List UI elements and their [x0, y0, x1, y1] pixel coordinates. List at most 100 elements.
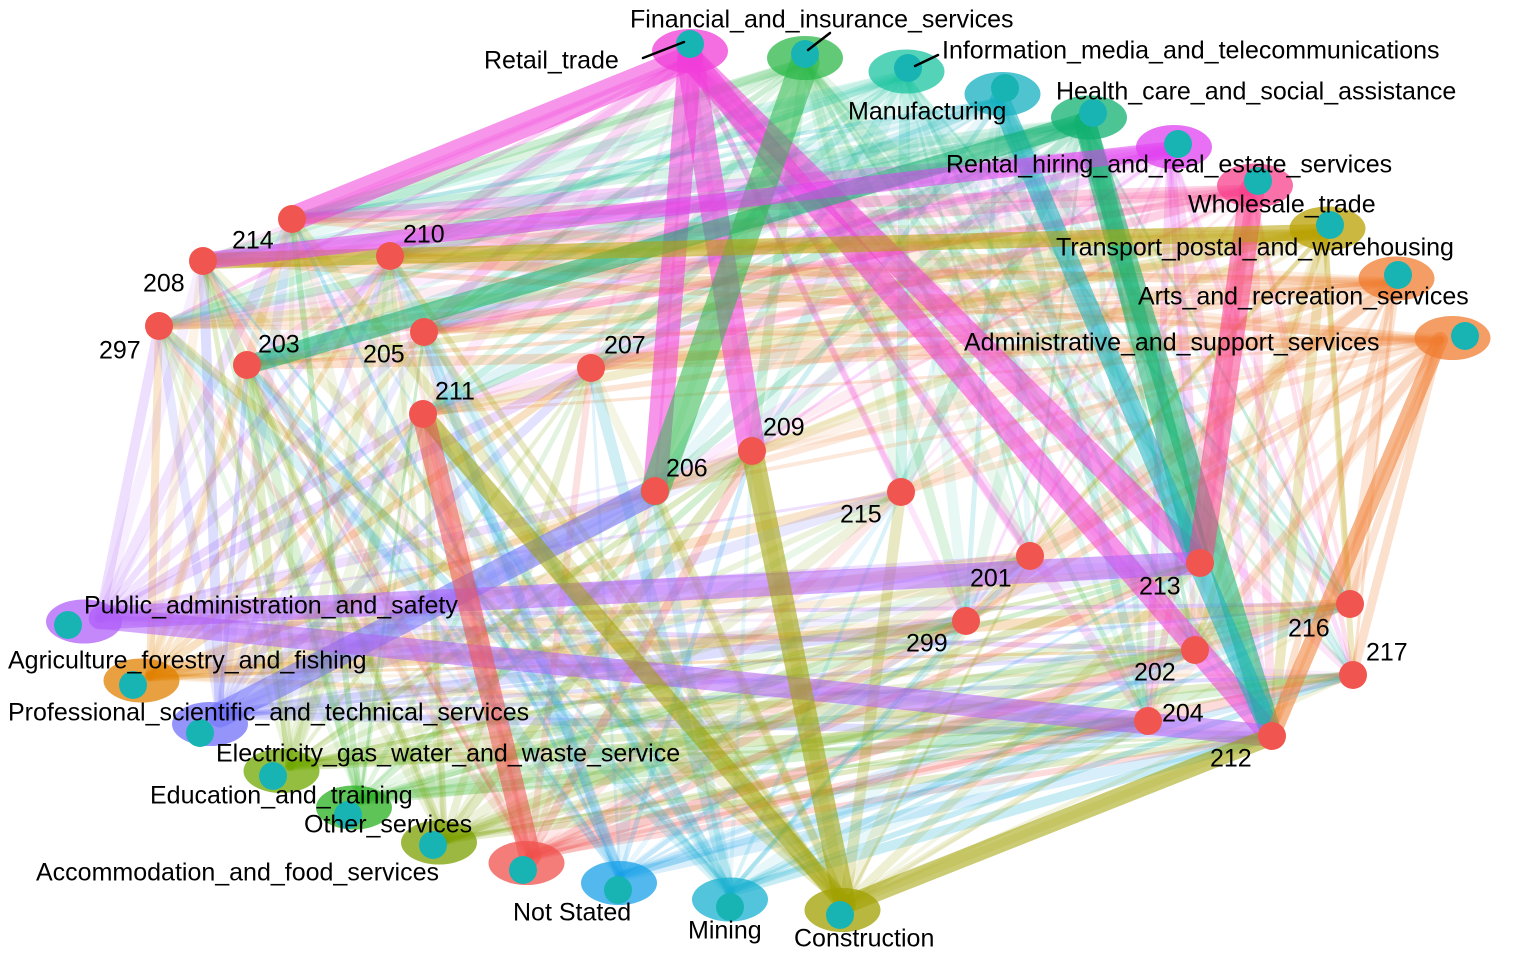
industry-node-professional — [186, 719, 214, 747]
edge-electricity-203 — [242, 360, 295, 771]
region-node-213 — [1186, 549, 1214, 577]
edge-education-214 — [289, 216, 363, 803]
edge-professional-211 — [216, 410, 427, 719]
edge-retail-216 — [686, 54, 1354, 608]
edge-electricity-299 — [287, 618, 969, 769]
region-label-212: 212 — [1210, 745, 1252, 773]
industry-label-infomedia: Information_media_and_telecommunications — [942, 37, 1440, 65]
region-label-210: 210 — [403, 221, 445, 249]
edge-mining-203 — [243, 361, 734, 896]
edge-accommodation-201 — [525, 551, 1035, 861]
edge-manufacturing-216 — [997, 97, 1353, 607]
edge-mining-211 — [418, 409, 735, 897]
region-node-212 — [1258, 722, 1286, 750]
region-node-297 — [145, 312, 173, 340]
edge-health-215 — [895, 116, 1091, 498]
edge-health-204 — [1082, 119, 1151, 724]
heavy-edges-layer — [88, 44, 1448, 916]
edge-finance-207 — [587, 58, 809, 372]
edge-education-203 — [242, 360, 365, 805]
region-node-299 — [952, 607, 980, 635]
heavy-edge-construction-209 — [741, 440, 856, 916]
edge-finance-215 — [800, 57, 906, 497]
industry-label-mining: Mining — [688, 917, 762, 945]
industry-label-manufacturing: Manufacturing — [848, 98, 1006, 126]
edge-other-204 — [442, 718, 1151, 843]
edge-education-208 — [200, 258, 363, 803]
nodes-layer — [46, 29, 1491, 932]
edge-health-206 — [651, 118, 1089, 495]
region-label-204: 204 — [1162, 700, 1204, 728]
industry-label-retail: Retail_trade — [484, 47, 619, 75]
edge-electricity-215 — [287, 489, 904, 769]
industry-label-infomedia-leader — [913, 53, 940, 68]
industry-node-infomedia — [894, 54, 922, 82]
region-label-214: 214 — [232, 227, 274, 255]
edge-education-204 — [354, 715, 1154, 806]
edge-electricity-204 — [285, 716, 1153, 771]
edge-retail-299 — [687, 55, 969, 624]
heavy-edge-construction-212 — [836, 727, 1281, 914]
edge-public-203 — [97, 362, 250, 621]
edge-finance-213 — [801, 58, 1204, 567]
edge-construction-213 — [840, 558, 1205, 910]
edge-construction-216 — [843, 602, 1352, 907]
region-node-214 — [278, 205, 306, 233]
industry-label-other: Other_services — [304, 811, 472, 839]
industry-label-professional: Professional_scientific_and_technical_se… — [8, 699, 529, 727]
edge-health-297 — [154, 117, 1090, 331]
heavy-edge-construction-211 — [414, 405, 854, 914]
industry-node-manufacturing — [991, 74, 1019, 102]
edge-accommodation-207 — [526, 364, 595, 860]
heavy-edge-health-213 — [1074, 111, 1211, 574]
region-label-208: 208 — [143, 270, 185, 298]
edge-public-211 — [96, 410, 427, 622]
region-node-215 — [887, 478, 915, 506]
edge-health-299 — [960, 116, 1091, 627]
edge-electricity-207 — [288, 366, 593, 768]
industry-label-wholesale: Wholesale_trade — [1188, 191, 1376, 219]
edge-notstated-213 — [618, 561, 1202, 878]
edge-accommodation-213 — [526, 559, 1204, 860]
edge-transport-213 — [1194, 226, 1331, 569]
edge-admin-211 — [421, 338, 1442, 416]
edge-notstated-203 — [243, 361, 624, 880]
edge-other-217 — [443, 673, 1355, 842]
edge-professional-207 — [215, 363, 596, 720]
edge-mining-299 — [728, 619, 968, 894]
edge-accommodation-299 — [525, 616, 971, 861]
edge-infomedia-212 — [901, 71, 1276, 740]
edge-education-206 — [358, 489, 657, 802]
region-label-205: 205 — [363, 341, 405, 369]
edge-notstated-217 — [616, 671, 1357, 880]
edge-infomedia-216 — [903, 73, 1352, 606]
edge-rental-215 — [899, 148, 1172, 494]
edge-construction-210 — [387, 253, 848, 908]
edge-construction-202 — [843, 648, 1197, 907]
edge-finance-217 — [803, 60, 1355, 677]
edge-construction-299 — [839, 615, 972, 911]
heavy-edge-retail-214 — [279, 45, 703, 232]
edge-other-201 — [439, 550, 1036, 846]
edge-notstated-299 — [617, 618, 969, 879]
edge-construction-297 — [154, 321, 850, 910]
edge-other-209 — [440, 446, 757, 845]
edge-professional-212 — [216, 711, 1276, 740]
edge-construction-201 — [843, 554, 1032, 907]
edge-public-297 — [95, 321, 164, 623]
edge-notstated-204 — [615, 716, 1153, 881]
region-node-202 — [1181, 636, 1209, 664]
edge-notstated-206 — [614, 485, 661, 882]
edge-arts-213 — [1196, 278, 1399, 567]
region-label-297: 297 — [99, 337, 141, 365]
edge-mining-206 — [650, 486, 735, 897]
edge-education-297 — [156, 323, 363, 803]
heavy-edge-admin-212 — [1264, 332, 1448, 744]
edge-wholesale-297 — [154, 185, 1257, 331]
region-node-208 — [189, 247, 217, 275]
industry-label-finance: Financial_and_insurance_services — [630, 6, 1014, 34]
edge-accommodation-204 — [528, 719, 1150, 858]
region-label-213: 213 — [1139, 573, 1181, 601]
industry-node-agri — [119, 671, 147, 699]
edge-wholesale-299 — [964, 188, 1254, 623]
